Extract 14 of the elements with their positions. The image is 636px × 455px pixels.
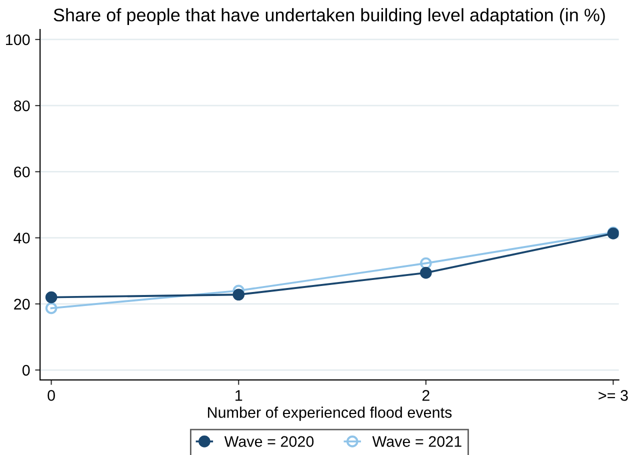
y-tick-label: 80 [14, 100, 30, 112]
y-tick-label: 100 [6, 34, 30, 46]
x-tick-label: >= 3 [598, 390, 628, 401]
y-tick-label: 20 [14, 298, 30, 310]
chart-title: Share of people that have undertaken building level adaptation (in %) [54, 8, 605, 25]
y-tick-label: 0 [22, 364, 30, 376]
x-tick-label: 2 [422, 390, 430, 401]
y-tick-label: 40 [14, 232, 30, 244]
x-axis-title: Number of experienced flood events [208, 406, 452, 421]
y-tick-label: 60 [14, 166, 30, 178]
legend-label: Wave = 2020 [224, 436, 314, 447]
x-tick-label: 0 [48, 390, 55, 401]
x-tick-label: 1 [236, 390, 242, 401]
legend-label: Wave = 2021 [372, 436, 462, 447]
